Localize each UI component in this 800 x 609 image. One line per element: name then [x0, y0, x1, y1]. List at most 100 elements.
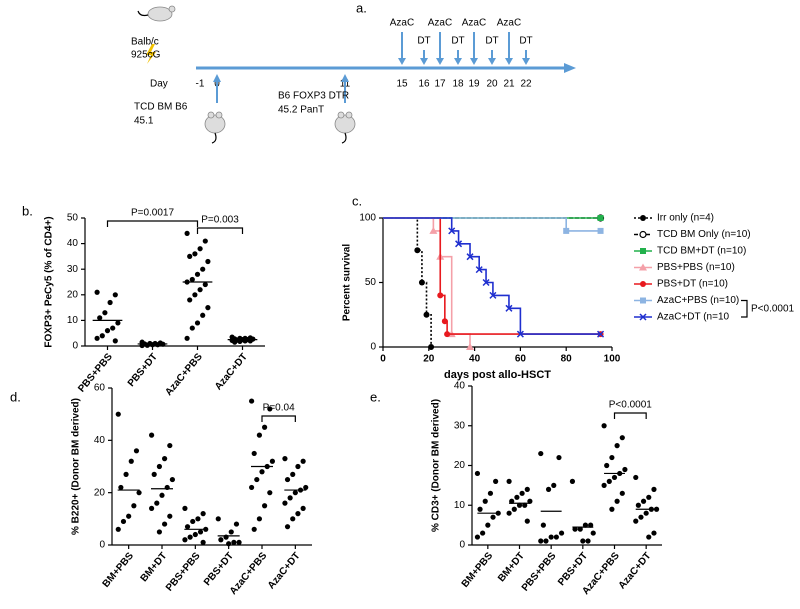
- day-number: 22: [520, 79, 532, 90]
- data-point: [633, 518, 639, 524]
- data-point: [184, 335, 190, 341]
- data-point: [154, 500, 160, 506]
- data-point: [205, 258, 211, 265]
- x-tick-label: BM+DT: [496, 551, 527, 585]
- legend-label: AzaC+DT (n=10: [657, 312, 730, 323]
- marker: [482, 278, 490, 287]
- data-point: [94, 289, 100, 295]
- marker: [441, 318, 448, 325]
- marker: [640, 215, 646, 221]
- data-point: [254, 476, 260, 483]
- data-point: [162, 456, 168, 462]
- data-point: [182, 505, 188, 511]
- data-point: [519, 490, 525, 496]
- data-point: [514, 494, 520, 500]
- data-point: [232, 339, 238, 345]
- data-point: [112, 338, 118, 344]
- data-point: [156, 529, 162, 535]
- data-point: [558, 530, 565, 536]
- data-point: [126, 513, 132, 519]
- x-tick-label: PBS+PBS: [164, 550, 203, 593]
- data-point: [638, 514, 644, 520]
- data-point: [572, 526, 578, 532]
- x-tick-label: BM+PBS: [101, 550, 137, 589]
- data-point: [300, 505, 306, 511]
- data-point: [556, 454, 562, 461]
- data-point: [192, 292, 198, 298]
- data-point: [640, 498, 647, 504]
- data-point: [643, 510, 649, 516]
- data-point: [200, 312, 206, 318]
- y-tick-label: 40: [454, 381, 466, 392]
- data-point: [482, 498, 488, 504]
- data-point: [228, 529, 234, 535]
- data-point: [601, 482, 607, 488]
- data-point: [112, 292, 118, 298]
- data-point: [259, 469, 265, 475]
- transplant-arrowhead: [341, 74, 349, 82]
- data-point: [609, 454, 615, 461]
- treatment-arrowhead: [470, 58, 478, 65]
- y-tick-label: 60: [94, 383, 106, 394]
- x-tick-label: PBS+DT: [126, 352, 160, 390]
- data-point: [474, 534, 481, 540]
- strain-label: Balb/c: [131, 37, 159, 48]
- x-axis-title: days post allo-HSCT: [444, 369, 551, 381]
- treatment-label: DT: [451, 36, 464, 47]
- data-point: [189, 276, 195, 283]
- panel-label: a.: [356, 0, 367, 15]
- data-point: [543, 538, 549, 544]
- marker: [516, 330, 524, 338]
- data-point: [110, 325, 116, 331]
- y-tick-label: 50: [365, 277, 377, 288]
- panel-label: e.: [370, 389, 381, 404]
- data-point: [256, 432, 262, 438]
- data-point: [282, 500, 288, 506]
- data-point: [611, 474, 618, 481]
- data-point: [290, 516, 296, 522]
- data-point: [284, 476, 291, 483]
- treatment-label: AzaC: [428, 18, 452, 29]
- data-point: [506, 510, 512, 516]
- survival-curve: [383, 217, 601, 335]
- data-point: [303, 484, 309, 491]
- data-point: [267, 406, 273, 412]
- data-point: [635, 502, 641, 508]
- data-point: [231, 539, 237, 545]
- data-point: [295, 463, 301, 470]
- data-point: [545, 486, 552, 492]
- data-point: [509, 498, 515, 504]
- data-point: [115, 526, 121, 532]
- data-point: [182, 537, 188, 543]
- y-tick-label: 10: [67, 315, 79, 326]
- x-tick-label: AzaC+DT: [213, 352, 250, 393]
- p-value: P<0.0001: [609, 400, 653, 411]
- data-point: [233, 521, 240, 527]
- data-point: [540, 522, 546, 528]
- data-point: [192, 251, 198, 257]
- marker: [423, 311, 430, 318]
- treatment-arrowhead: [522, 58, 530, 65]
- data-point: [577, 526, 583, 532]
- treatment-label: AzaC: [390, 18, 414, 29]
- y-tick-label: 20: [67, 289, 79, 300]
- data-point: [646, 494, 652, 500]
- data-point: [606, 478, 612, 484]
- day-number: 15: [396, 79, 408, 90]
- data-point: [580, 538, 586, 544]
- y-tick-label: 0: [99, 540, 105, 551]
- x-tick-label: 40: [469, 354, 481, 365]
- treatment-label: AzaC: [497, 18, 521, 29]
- data-point: [622, 466, 628, 473]
- treatment-label: DT: [417, 36, 430, 47]
- data-point: [256, 516, 262, 522]
- data-point: [609, 506, 615, 512]
- data-point: [292, 490, 298, 496]
- transplant-label: 45.2 PanT: [278, 105, 324, 116]
- x-tick-label: PBS+DT: [202, 551, 236, 589]
- data-point: [487, 490, 494, 496]
- marker: [597, 227, 604, 234]
- y-axis-title: Percent survival: [342, 244, 353, 321]
- survival-curve: [383, 217, 601, 335]
- y-tick-label: 20: [454, 460, 466, 471]
